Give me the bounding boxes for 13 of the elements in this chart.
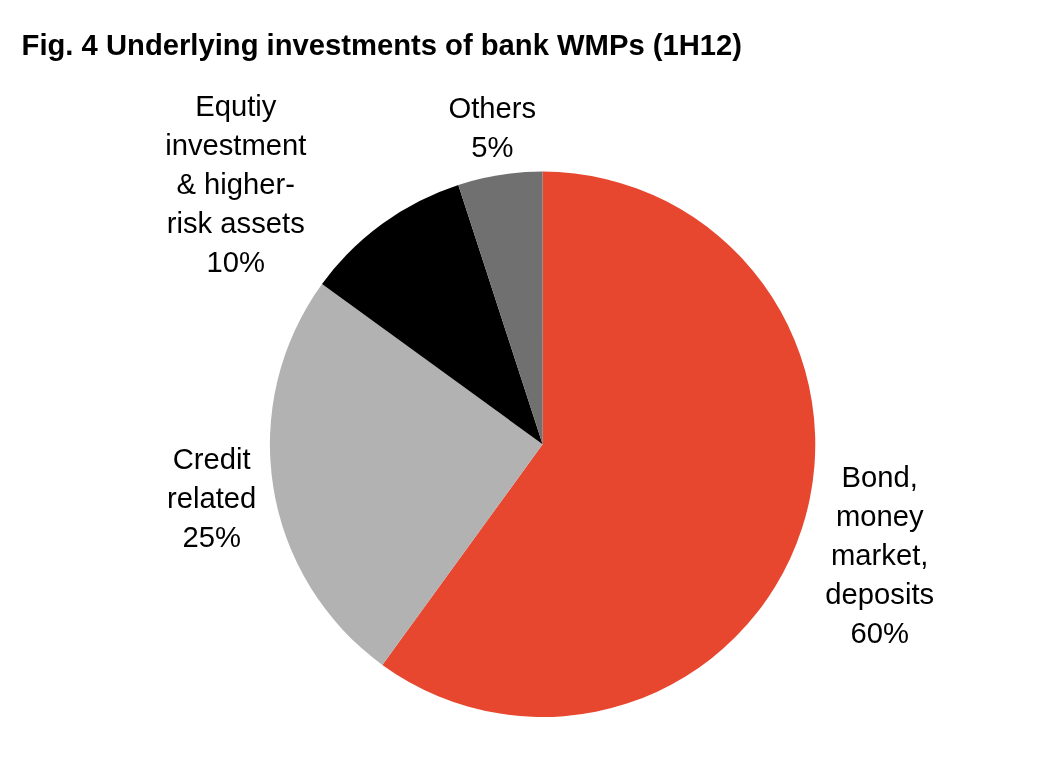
pie-slice (269, 284, 543, 665)
data-label: 60% (850, 616, 909, 649)
slice-label: Others (448, 92, 537, 125)
pie-slice (382, 171, 816, 717)
data-label: 5% (471, 131, 514, 164)
slice-label: Bond, money market, deposits (825, 460, 935, 610)
chart-title: Fig. 4 Underlying investments of bank WMPs (1H12) (21, 28, 743, 61)
data-label: 25% (182, 520, 241, 553)
slice-label: Equtiy investment & higher- risk assets (165, 90, 307, 240)
slice-label: Credit related (167, 442, 257, 514)
pie-slice (458, 171, 543, 445)
data-label: 10% (206, 246, 266, 279)
pie-slice (321, 184, 543, 445)
